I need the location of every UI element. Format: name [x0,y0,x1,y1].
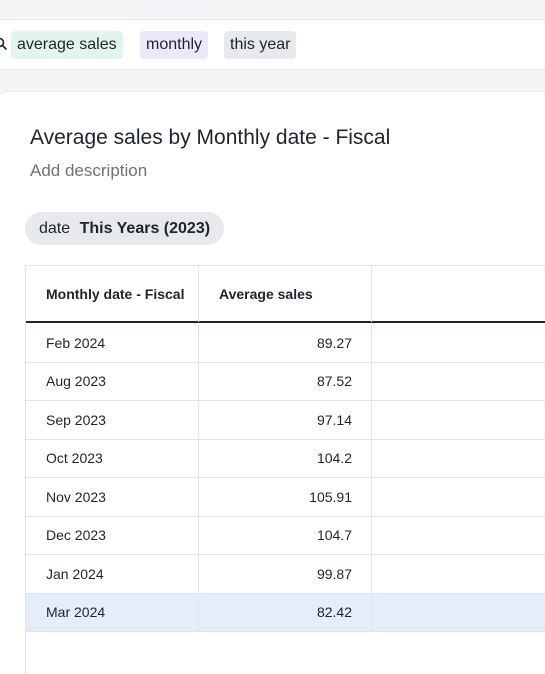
cell-average-sales: 104.2 [199,439,372,477]
cell-month: Feb 2024 [26,324,199,362]
data-table: Monthly date - Fiscal Average sales Feb … [25,265,545,674]
column-header-monthly-date[interactable]: Monthly date - Fiscal [26,266,199,322]
answer-card: Average sales by Monthly date - Fiscal A… [0,92,545,674]
table-row[interactable]: Sep 2023 97.14 [26,401,545,440]
cell-empty [372,324,545,362]
search-icon [0,37,8,51]
table-row[interactable]: Aug 2023 87.52 [26,362,545,401]
cell-empty [372,555,545,593]
table-row[interactable]: Feb 2024 89.27 [26,324,545,363]
table-row[interactable]: Mar 2024 82.42 [26,593,545,632]
column-header-empty [372,266,545,322]
table-row[interactable]: Oct 2023 104.2 [26,439,545,478]
cell-average-sales: 89.27 [199,324,372,362]
cell-average-sales: 104.7 [199,516,372,554]
cell-empty [372,401,545,439]
cell-month: Mar 2024 [26,593,199,631]
cell-empty [372,440,545,478]
cell-average-sales: 97.14 [199,401,372,439]
search-bar[interactable]: average sales monthly this year [0,19,545,70]
cell-month: Oct 2023 [26,439,199,477]
filter-field: date [39,220,71,237]
cell-empty [372,478,545,516]
cell-empty [372,594,545,632]
table-row[interactable]: Dec 2023 104.7 [26,516,545,555]
table-header: Monthly date - Fiscal Average sales [26,266,545,323]
cell-month: Sep 2023 [26,401,199,439]
cell-average-sales: 99.87 [199,555,372,593]
cell-average-sales: 87.52 [199,362,372,400]
cell-empty [372,517,545,555]
table-row[interactable]: Jan 2024 99.87 [26,555,545,594]
filter-chip[interactable]: date This Years (2023) [25,212,225,245]
search-token-attribute[interactable]: monthly [140,31,209,59]
cell-month: Dec 2023 [26,516,199,554]
answer-title[interactable]: Average sales by Monthly date - Fiscal [30,126,391,149]
cell-month: Aug 2023 [26,362,199,400]
cell-average-sales: 82.42 [199,593,372,631]
column-header-average-sales[interactable]: Average sales [199,266,372,322]
add-description[interactable]: Add description [30,161,148,180]
cell-month: Jan 2024 [26,555,199,593]
filter-value: This Years (2023) [79,220,211,237]
cell-empty [372,363,545,401]
cell-month: Nov 2023 [26,478,199,516]
search-token-keyword[interactable]: this year [224,31,297,59]
cell-average-sales: 105.91 [199,478,372,516]
search-token-measure[interactable]: average sales [11,31,123,59]
table-row[interactable]: Nov 2023 105.91 [26,478,545,517]
